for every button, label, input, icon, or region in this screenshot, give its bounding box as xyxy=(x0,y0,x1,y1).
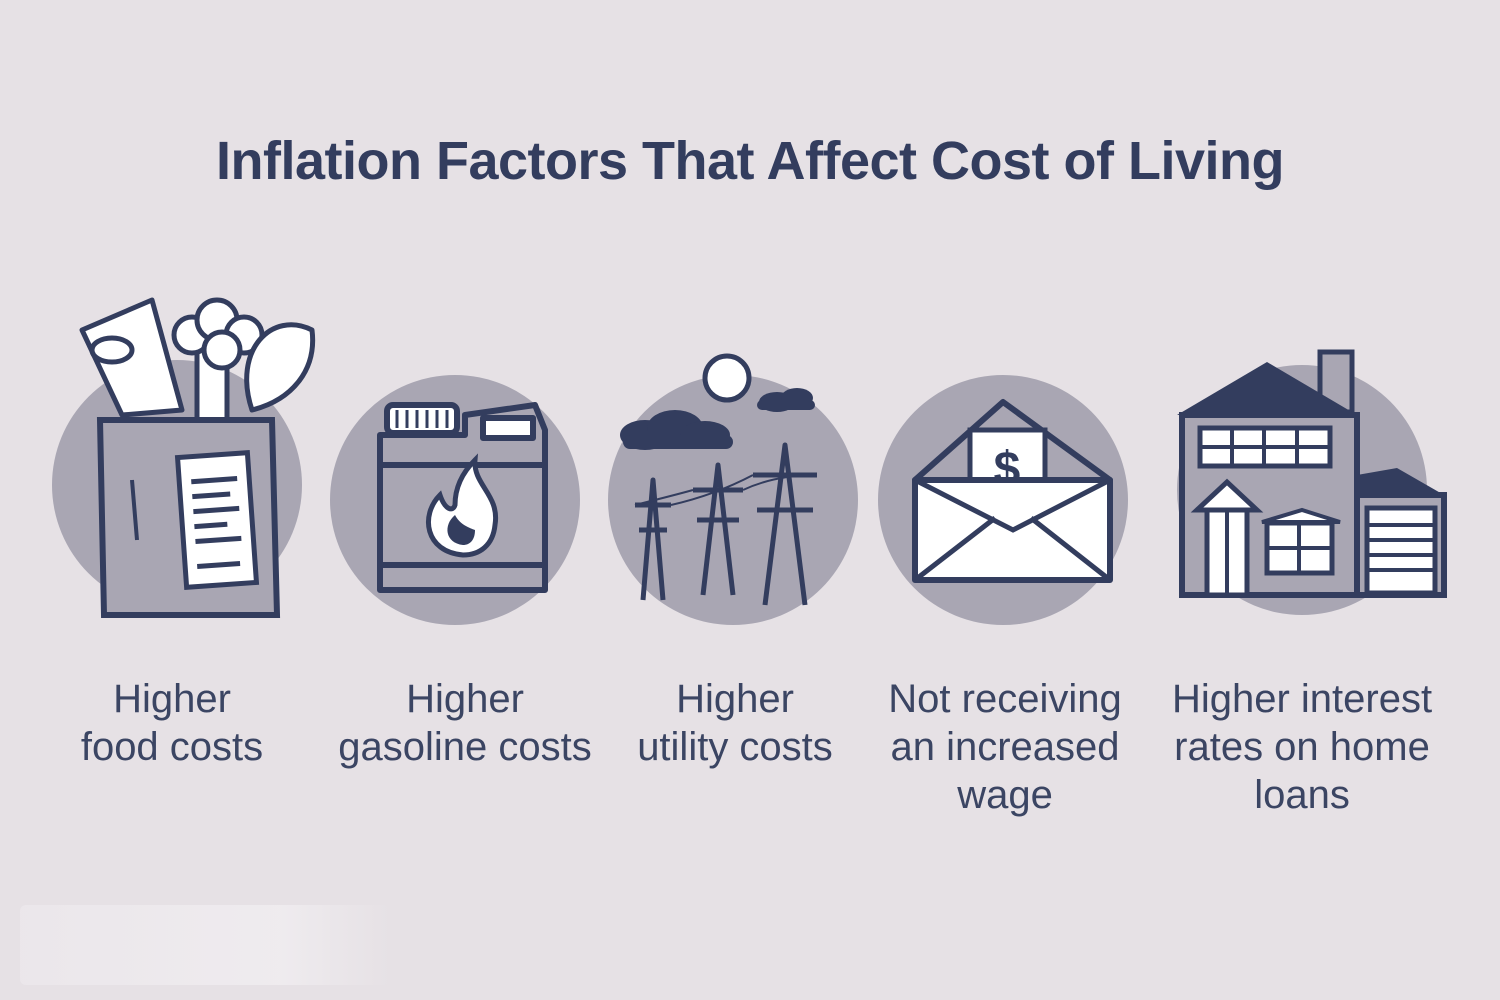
label-line: Not receiving xyxy=(888,677,1122,721)
label-line: gasoline costs xyxy=(338,725,592,769)
label-line: Higher xyxy=(113,677,231,721)
label-line: wage xyxy=(957,773,1053,817)
money-envelope-icon: $ xyxy=(878,375,1128,625)
grocery-bag-icon xyxy=(52,297,316,618)
page-title: Inflation Factors That Affect Cost of Li… xyxy=(216,131,1285,191)
label-line: an increased xyxy=(890,725,1120,769)
label-line: loans xyxy=(1254,773,1350,817)
house-icon xyxy=(1177,349,1447,615)
label-line: utility costs xyxy=(637,725,833,769)
gas-can-icon xyxy=(330,375,580,625)
factor-label: Not receiving an increased wage xyxy=(835,675,1175,819)
factor-label: Higher gasoline costs xyxy=(295,675,635,771)
label-line: Higher interest xyxy=(1171,677,1433,721)
label-line: food costs xyxy=(80,725,264,769)
factor-label: Higher interest rates on home loans xyxy=(1132,675,1472,819)
factor-label: Higher utility costs xyxy=(565,675,905,771)
factor-label: Higher food costs xyxy=(2,675,342,771)
blurred-watermark xyxy=(20,905,390,985)
label-line: Higher xyxy=(676,677,794,721)
label-line: Higher xyxy=(406,677,524,721)
label-line: rates on home xyxy=(1174,725,1430,769)
power-lines-icon xyxy=(608,353,858,625)
